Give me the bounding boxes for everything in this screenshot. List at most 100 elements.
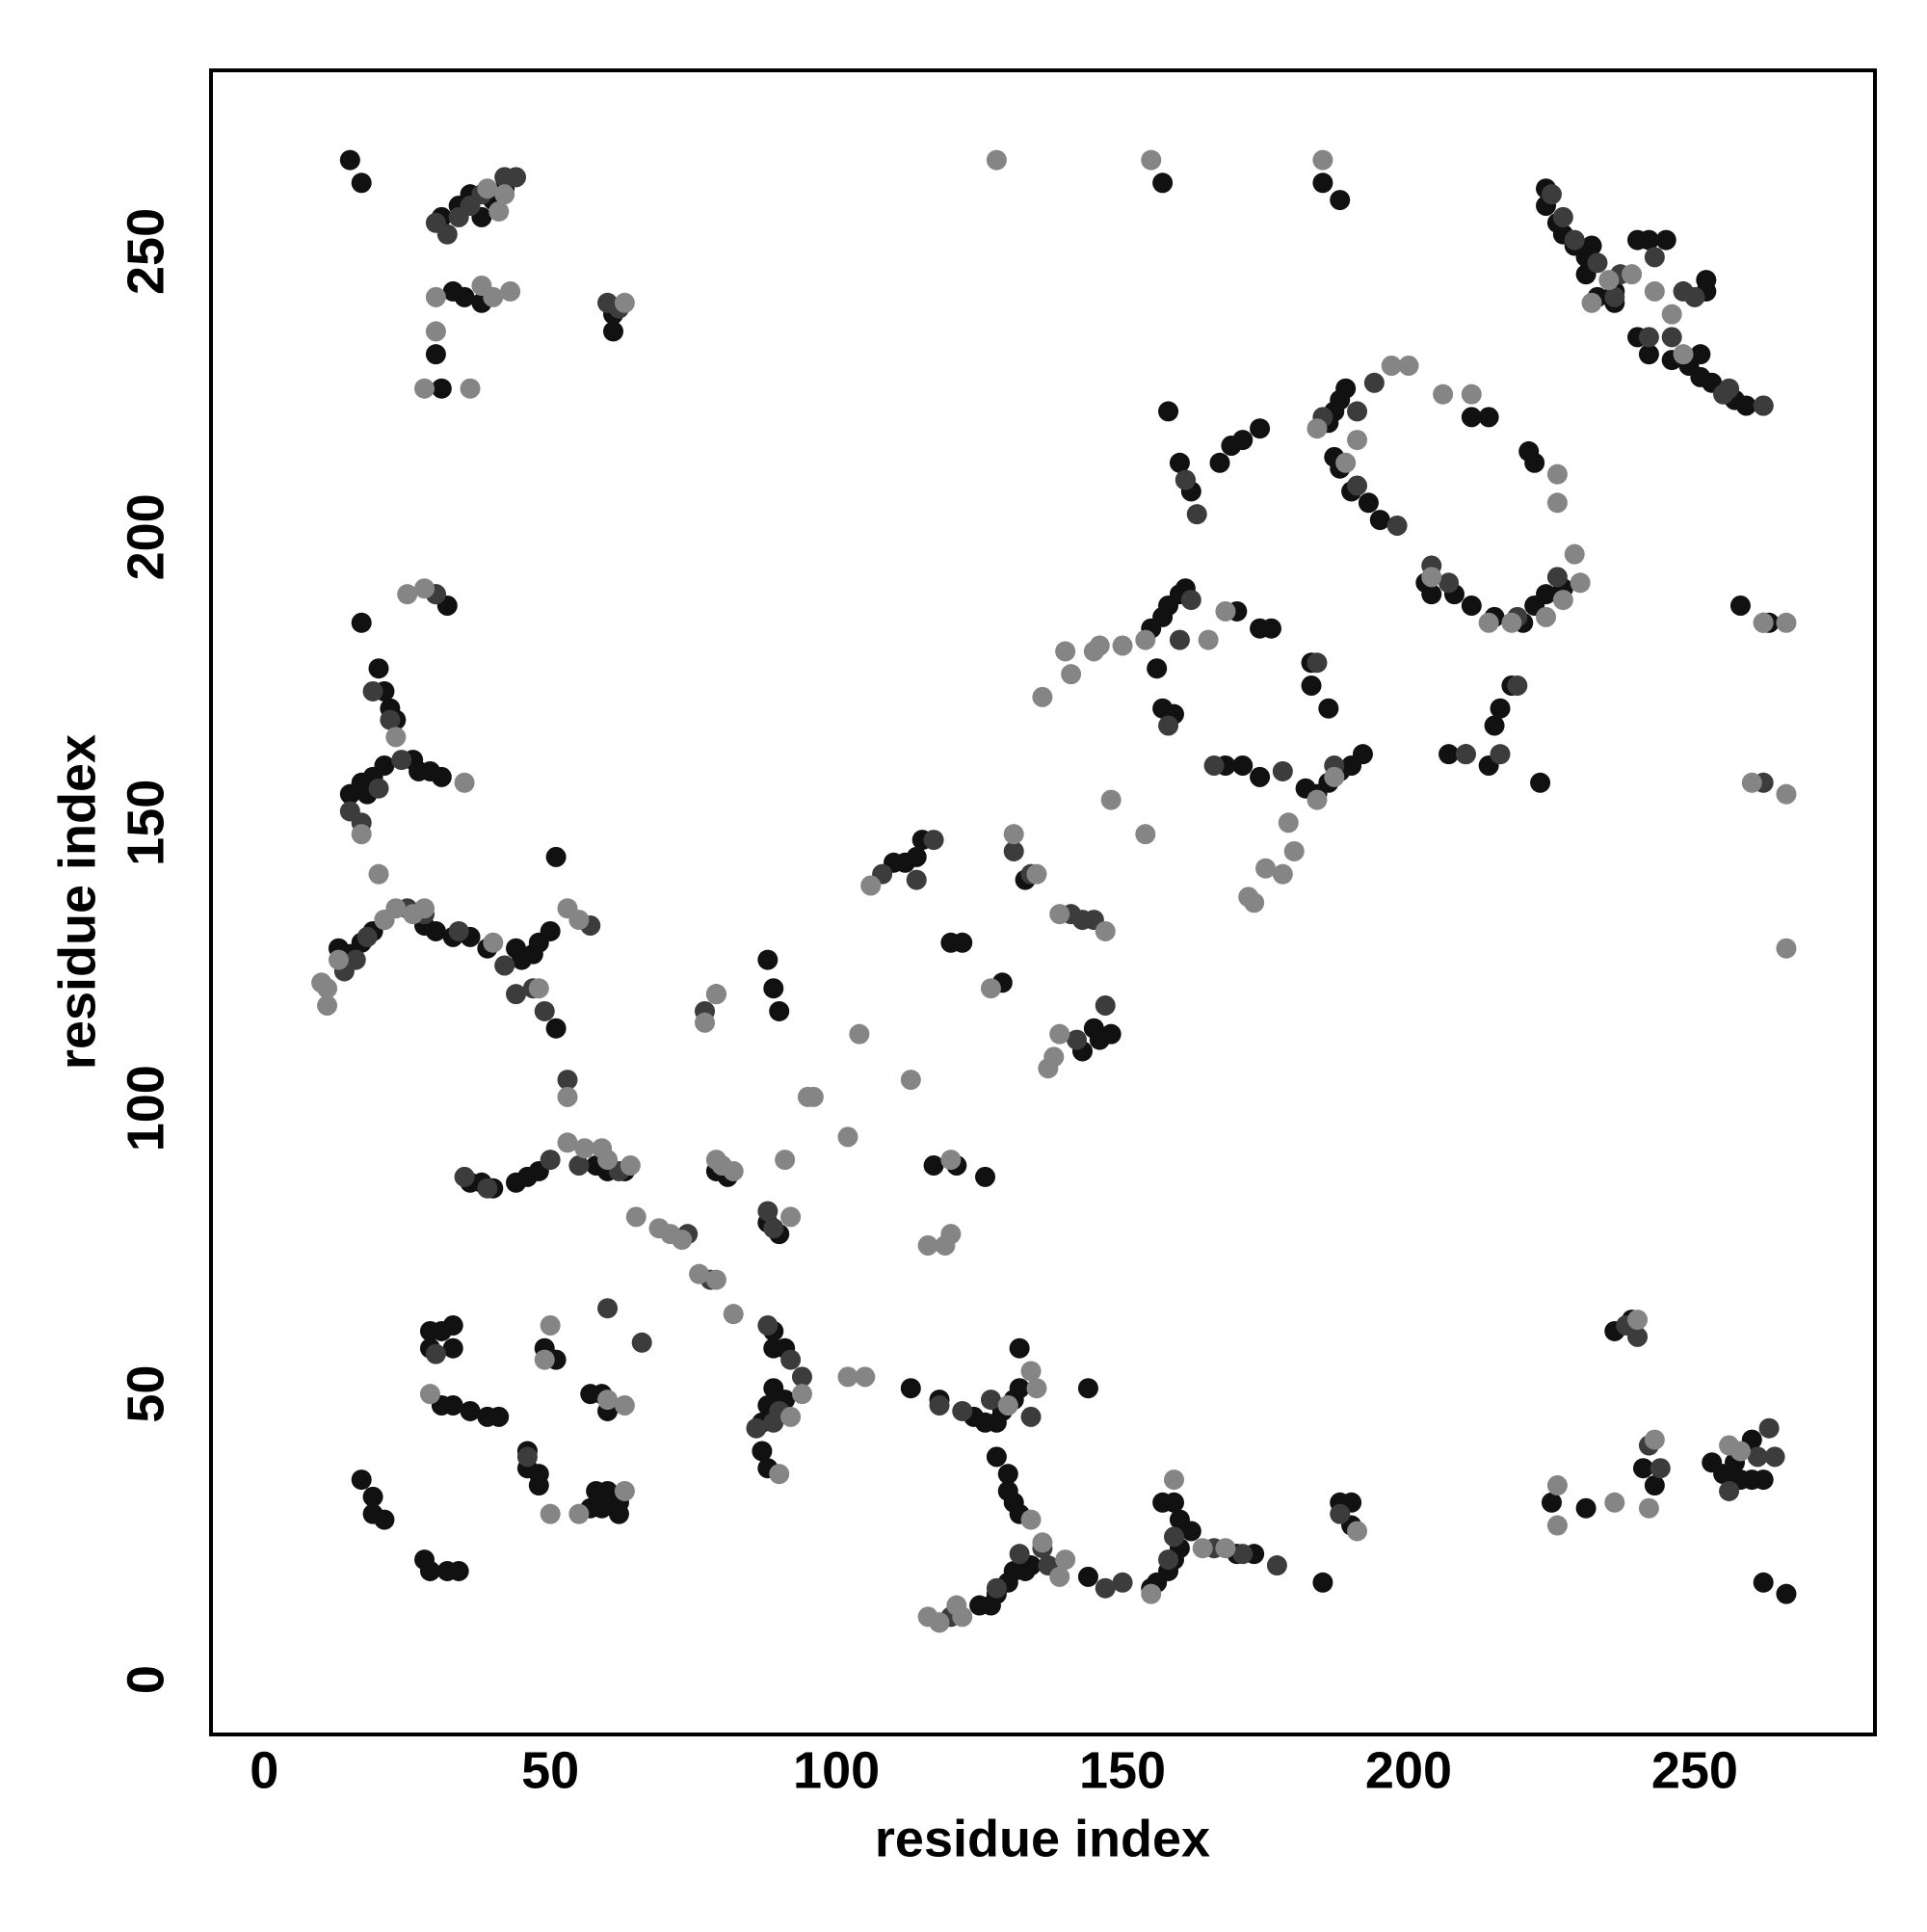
point	[1352, 744, 1373, 765]
point	[1421, 584, 1442, 605]
point	[597, 1150, 619, 1171]
point	[1369, 510, 1390, 531]
point	[1764, 1446, 1785, 1468]
point	[769, 1000, 790, 1021]
point	[1546, 567, 1568, 588]
point	[625, 1206, 647, 1228]
point	[1461, 384, 1482, 405]
point	[986, 1577, 1007, 1599]
point	[1232, 430, 1254, 451]
point	[757, 1201, 779, 1222]
point	[1100, 789, 1122, 810]
point	[1729, 1441, 1751, 1462]
point	[1673, 344, 1694, 365]
point	[506, 984, 527, 1005]
point	[380, 709, 401, 730]
point	[1083, 641, 1104, 662]
point	[1312, 1572, 1333, 1593]
y-tick-label: 100	[117, 1065, 174, 1151]
point	[1077, 1566, 1098, 1587]
point	[1758, 1417, 1780, 1439]
point	[1324, 766, 1345, 787]
point	[425, 321, 446, 342]
point	[860, 875, 882, 896]
x-tick-label: 0	[250, 1741, 278, 1799]
point	[752, 1441, 773, 1462]
point	[1272, 863, 1293, 885]
point	[1238, 887, 1259, 908]
point	[1009, 1378, 1030, 1399]
point	[906, 846, 927, 867]
point	[1776, 783, 1797, 805]
point	[311, 972, 332, 993]
point	[775, 1150, 796, 1171]
point	[1169, 452, 1190, 473]
point	[1753, 612, 1774, 633]
point	[1729, 595, 1751, 617]
point	[1215, 1538, 1236, 1559]
point	[1530, 772, 1551, 793]
point	[545, 1018, 567, 1039]
point	[1347, 475, 1368, 496]
point	[746, 1417, 767, 1439]
point	[780, 1206, 802, 1228]
point	[568, 910, 590, 931]
point	[516, 1446, 538, 1468]
point	[454, 1166, 475, 1187]
point	[368, 863, 389, 885]
point	[648, 1218, 670, 1239]
point	[1433, 384, 1454, 405]
point	[1439, 744, 1460, 765]
point	[1318, 698, 1339, 719]
x-tick-label: 200	[1365, 1741, 1452, 1799]
point	[1753, 395, 1774, 416]
point	[1484, 715, 1505, 736]
point	[929, 1395, 950, 1416]
point	[1581, 292, 1602, 313]
point	[1541, 184, 1562, 205]
point	[1049, 1566, 1070, 1587]
point	[1186, 504, 1207, 525]
point	[339, 149, 360, 171]
point	[1135, 629, 1156, 650]
point	[1546, 463, 1568, 485]
point	[351, 824, 372, 845]
x-tick-label: 250	[1651, 1741, 1738, 1799]
point	[442, 1395, 463, 1416]
point	[1003, 824, 1024, 845]
point	[1735, 395, 1756, 416]
point	[906, 869, 927, 890]
point	[672, 1230, 693, 1251]
point	[1478, 407, 1499, 428]
point	[374, 755, 395, 777]
point	[940, 1150, 962, 1171]
point	[397, 584, 418, 605]
point	[1055, 1549, 1076, 1571]
point	[940, 1224, 962, 1245]
point	[1020, 1361, 1042, 1382]
point	[1312, 172, 1333, 194]
point	[1501, 612, 1522, 633]
point	[1020, 1509, 1042, 1530]
point	[923, 1155, 944, 1177]
point	[1175, 469, 1196, 490]
point	[483, 932, 504, 953]
point	[425, 286, 446, 307]
point	[436, 224, 458, 245]
point	[1250, 418, 1271, 439]
point	[1335, 378, 1357, 399]
point	[1266, 1555, 1287, 1576]
point	[997, 1464, 1018, 1485]
point	[442, 1315, 463, 1337]
point	[923, 830, 944, 851]
point	[454, 286, 475, 307]
point	[1003, 840, 1024, 861]
point	[1644, 247, 1665, 268]
point	[351, 1469, 372, 1491]
point	[1032, 686, 1053, 707]
x-axis-title: residue index	[875, 1810, 1210, 1867]
point	[614, 1480, 635, 1501]
point	[1141, 149, 1162, 171]
point	[1100, 1023, 1122, 1045]
